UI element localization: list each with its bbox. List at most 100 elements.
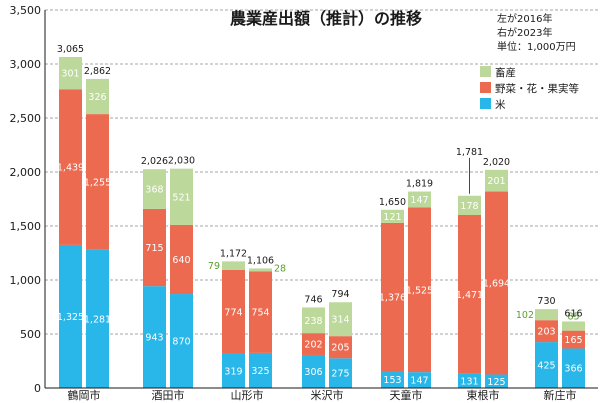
bar-segment (86, 249, 109, 388)
y-tick-label: 0 (34, 382, 41, 395)
segment-value-label: 521 (172, 192, 190, 203)
bar-total-label: 2,026 (141, 156, 168, 167)
bar-total-label: 2,030 (168, 156, 195, 167)
bar-segment (143, 208, 166, 287)
bar-segment (249, 352, 272, 388)
category-label: 天童市 (390, 388, 423, 402)
segment-value-label: 1,325 (57, 312, 84, 323)
chart-title: 農業産出額（推計）の推移 (230, 9, 422, 28)
y-tick-label: 2,500 (10, 112, 42, 125)
bar-total-label: 2,862 (84, 66, 111, 77)
bar-segment (170, 294, 193, 388)
category-label: 鶴岡市 (68, 388, 101, 402)
bar-segment (381, 222, 404, 372)
bar-segment (485, 191, 508, 375)
segment-value-label: 754 (251, 308, 269, 319)
bar-segment (86, 78, 109, 115)
category-label: 新庄市 (544, 388, 577, 402)
segment-value-label: 153 (383, 375, 401, 386)
bar-segment (222, 261, 245, 270)
bar-segment (59, 244, 82, 388)
segment-value-label: 774 (224, 307, 242, 318)
bar-segment (535, 320, 558, 343)
bar-segment (302, 307, 325, 334)
legend-label-rice: 米 (495, 98, 506, 111)
bar-segment (329, 358, 352, 388)
bar-segment (170, 168, 193, 225)
category-label: 酒田市 (152, 388, 185, 402)
segment-value-label: 715 (145, 243, 163, 254)
bar-segment (381, 209, 404, 223)
note-unit: 単位：1,000万円 (497, 40, 576, 53)
bar-total-label: 1,106 (247, 255, 274, 266)
bar-segment (329, 302, 352, 337)
segment-value-label: 325 (251, 366, 269, 377)
legend-swatch-livestock (480, 66, 491, 77)
legend-label-livestock: 畜産 (495, 66, 516, 79)
segment-value-label: 121 (383, 212, 401, 223)
bar-total-label: 1,650 (379, 197, 406, 208)
bar-segment (329, 336, 352, 359)
segment-value-label: 1,376 (379, 293, 406, 304)
bar-total-label: 794 (331, 289, 349, 300)
y-tick-label: 500 (20, 328, 41, 341)
bar-segment (562, 321, 585, 331)
bar-segment (408, 372, 431, 388)
bar-total-label: 616 (564, 308, 582, 319)
category-label: 東根市 (467, 388, 500, 402)
segment-value-label: 201 (487, 176, 505, 187)
axis-layer: 0 500 1,000 1,500 2,000 2,500 3,000 3,500 鶴岡市 酒田市… (10, 4, 598, 402)
category-label: 米沢市 (311, 388, 344, 402)
segment-value-label: 125 (487, 377, 505, 388)
bar-segment (458, 373, 481, 388)
segment-value-label: 1,694 (483, 279, 510, 290)
segment-value-label: 202 (304, 340, 322, 351)
bar-total-label: 746 (304, 294, 322, 305)
segment-value-label: 238 (304, 316, 322, 327)
segment-value-label: 870 (172, 337, 190, 348)
bar-segment (59, 89, 82, 245)
segment-value-label: 319 (224, 366, 242, 377)
bar-segment (302, 354, 325, 388)
grid-layer (45, 9, 598, 335)
segment-value-label: 28 (274, 263, 286, 274)
segment-value-label: 1,525 (406, 285, 433, 296)
bar-total-label: 2,020 (483, 157, 510, 168)
segment-value-label: 165 (564, 335, 582, 346)
bar-total-label: 1,781 (456, 147, 483, 158)
segment-value-label: 366 (564, 364, 582, 375)
bar-segment (458, 214, 481, 374)
legend-swatch-rice (480, 98, 491, 109)
bar-segment (408, 191, 431, 208)
segment-value-label: 102 (516, 310, 534, 321)
segment-value-label: 368 (145, 185, 163, 196)
bar-total-label: 730 (537, 296, 555, 307)
y-tick-label: 3,500 (10, 4, 42, 17)
note-right-year: 右が2023年 (497, 26, 552, 39)
segment-value-label: 275 (331, 369, 349, 380)
bar-segment (408, 207, 431, 373)
segment-value-label: 147 (410, 376, 428, 387)
segment-value-label: 326 (88, 92, 106, 103)
legend-label-vegetables: 野菜・花・果実等 (495, 82, 579, 95)
bar-total-label: 1,172 (220, 248, 247, 259)
y-tick-label: 1,000 (10, 274, 42, 287)
bar-segment (562, 348, 585, 388)
segment-value-label: 425 (537, 361, 555, 372)
y-tick-label: 1,500 (10, 220, 42, 233)
segment-value-label: 1,281 (84, 314, 111, 325)
labels-layer: 1,325 1,439 301 3,065 1,281 1,255 326 2,862 943 7… (57, 44, 583, 388)
bars-layer (59, 56, 585, 388)
bar-total-label: 1,819 (406, 179, 433, 190)
segment-value-label: 147 (410, 195, 428, 206)
bar-segment (249, 271, 272, 353)
bar-segment (535, 309, 558, 321)
segment-value-label: 1,471 (456, 290, 483, 301)
segment-value-label: 85 (567, 311, 579, 322)
bar-segment (485, 374, 508, 388)
segment-value-label: 1,255 (84, 177, 111, 188)
note-left-year: 左が2016年 (497, 12, 552, 25)
y-tick-label: 2,000 (10, 166, 42, 179)
bar-segment (562, 330, 585, 349)
